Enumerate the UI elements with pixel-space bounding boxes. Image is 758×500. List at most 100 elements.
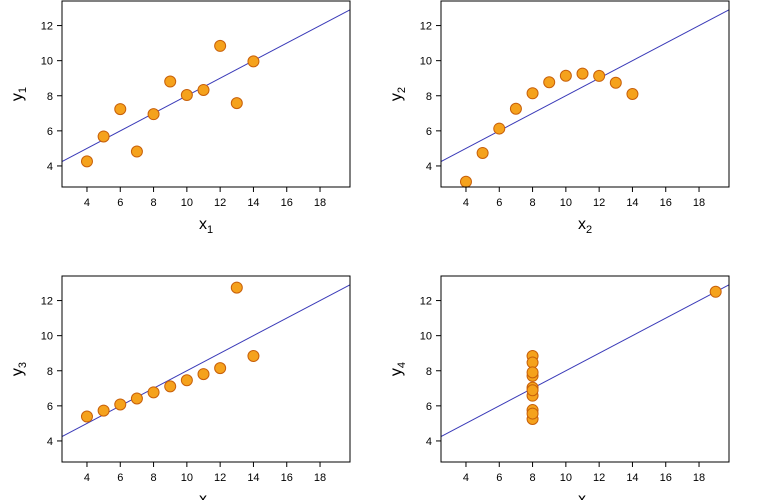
data-point — [459, 175, 472, 188]
x-tick-label: 18 — [693, 472, 705, 484]
data-point — [164, 380, 177, 393]
x-tick-label: 12 — [214, 472, 226, 484]
x-tick-label: 6 — [117, 197, 123, 209]
x-tick-label: 10 — [181, 197, 193, 209]
data-point — [576, 67, 589, 80]
x-tick-label: 8 — [529, 197, 535, 209]
x-tick-label: 16 — [281, 472, 293, 484]
fit-line-3 — [62, 284, 350, 437]
data-point — [214, 39, 227, 52]
data-point — [147, 108, 160, 121]
scatter-panel-4: 46810121416184681012x4y4 — [388, 275, 730, 500]
x-tick-label: 8 — [529, 472, 535, 484]
y-tick-label: 6 — [426, 126, 432, 138]
y-tick-label: 6 — [426, 401, 432, 413]
plot-frame-3 — [61, 275, 351, 463]
fit-line-4 — [441, 284, 729, 437]
y-tick-label: 4 — [47, 161, 53, 173]
y-tick-label: 8 — [426, 366, 432, 378]
y-tick-label: 8 — [47, 366, 53, 378]
y-tick-label: 10 — [41, 56, 53, 68]
y-tick-label: 12 — [41, 21, 53, 33]
data-point — [593, 69, 606, 82]
x-tick-label: 12 — [593, 197, 605, 209]
data-point — [230, 281, 243, 294]
x-axis-label-3: x3 — [199, 491, 213, 500]
x-tick-label: 10 — [181, 472, 193, 484]
x-axis-label-4: x4 — [578, 491, 592, 500]
x-tick-label: 10 — [560, 472, 572, 484]
x-tick-label: 16 — [660, 472, 672, 484]
data-point — [626, 88, 639, 100]
x-tick-label: 8 — [150, 197, 156, 209]
x-tick-label: 6 — [496, 472, 502, 484]
y-tick-label: 4 — [426, 161, 432, 173]
x-tick-label: 14 — [626, 197, 638, 209]
y-tick-label: 10 — [41, 331, 53, 343]
data-point — [97, 130, 110, 143]
y-axis-label-1: y1 — [9, 87, 29, 101]
data-point — [526, 87, 539, 100]
y-tick-label: 10 — [420, 56, 432, 68]
data-point — [247, 350, 260, 363]
y-tick-label: 10 — [420, 331, 432, 343]
data-point — [147, 386, 160, 399]
y-tick-label: 12 — [420, 296, 432, 308]
y-tick-label: 4 — [47, 436, 53, 448]
data-point — [97, 404, 110, 417]
x-tick-label: 14 — [247, 197, 259, 209]
y-axis-label-2: y2 — [388, 87, 408, 101]
x-tick-label: 4 — [84, 472, 90, 484]
data-point — [493, 122, 506, 135]
x-tick-label: 12 — [593, 472, 605, 484]
x-tick-label: 16 — [281, 197, 293, 209]
x-axis-label-1: x1 — [199, 216, 213, 236]
data-point — [526, 366, 539, 379]
x-tick-label: 4 — [463, 197, 469, 209]
data-point — [247, 55, 260, 68]
data-point — [130, 392, 143, 405]
data-point — [526, 384, 539, 397]
data-point — [130, 145, 143, 158]
y-tick-label: 8 — [426, 91, 432, 103]
y-axis-label-4: y4 — [388, 362, 408, 376]
plot-frame-4 — [440, 275, 730, 463]
data-point — [114, 103, 127, 116]
data-point — [709, 285, 722, 298]
data-point — [180, 374, 193, 387]
x-tick-label: 4 — [84, 197, 90, 209]
data-point — [164, 75, 177, 88]
y-axis-label-3: y3 — [9, 362, 29, 376]
data-point — [526, 407, 539, 420]
fit-line-2 — [441, 9, 729, 162]
y-tick-label: 6 — [47, 126, 53, 138]
x-tick-label: 18 — [314, 472, 326, 484]
data-point — [80, 410, 93, 423]
data-point — [609, 76, 622, 89]
plot-frame-1 — [61, 0, 351, 188]
x-tick-label: 14 — [626, 472, 638, 484]
scatter-panel-3: 46810121416184681012x3y3 — [9, 275, 351, 500]
x-tick-label: 4 — [463, 472, 469, 484]
y-tick-label: 4 — [426, 436, 432, 448]
x-axis-label-2: x2 — [578, 216, 592, 236]
data-point — [559, 69, 572, 82]
data-point — [230, 97, 243, 110]
x-tick-label: 18 — [314, 197, 326, 209]
x-tick-label: 10 — [560, 197, 572, 209]
data-point — [197, 83, 210, 96]
x-tick-label: 18 — [693, 197, 705, 209]
x-tick-label: 16 — [660, 197, 672, 209]
data-point — [180, 89, 193, 102]
x-tick-label: 12 — [214, 197, 226, 209]
x-tick-label: 6 — [117, 472, 123, 484]
data-point — [214, 362, 227, 375]
data-point — [114, 398, 127, 411]
plot-frame-2 — [440, 0, 730, 188]
x-tick-label: 6 — [496, 197, 502, 209]
data-point — [543, 76, 556, 89]
y-tick-label: 6 — [47, 401, 53, 413]
x-tick-label: 8 — [150, 472, 156, 484]
